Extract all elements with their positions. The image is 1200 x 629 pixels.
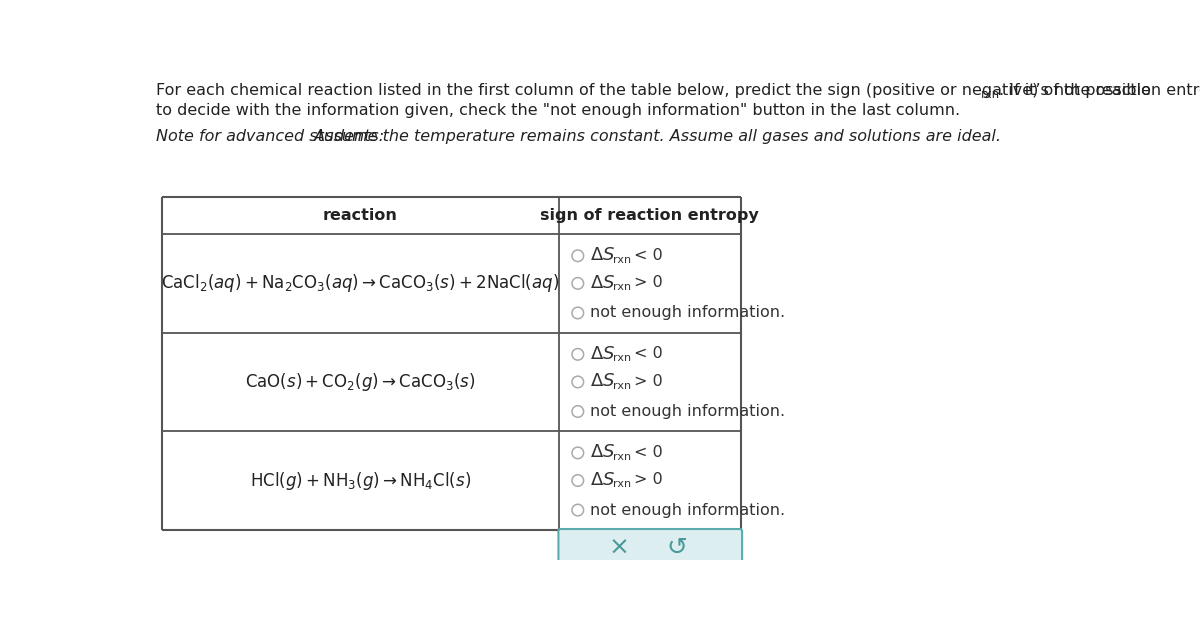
Text: rxn: rxn	[980, 88, 1000, 101]
Text: $\mathrm{CaCl_2}(aq) + \mathrm{Na_2CO_3}(aq) \rightarrow \mathrm{CaCO_3}(s) + \m: $\mathrm{CaCl_2}(aq) + \mathrm{Na_2CO_3}…	[161, 272, 559, 294]
Text: $\Delta S$: $\Delta S$	[590, 372, 616, 390]
Text: $\Delta S$: $\Delta S$	[590, 470, 616, 489]
FancyBboxPatch shape	[558, 529, 742, 567]
Text: rxn: rxn	[613, 255, 631, 265]
Text: . If it’s not possible: . If it’s not possible	[1000, 83, 1151, 98]
Text: ×: ×	[608, 537, 629, 560]
Text: $\Delta S$: $\Delta S$	[590, 274, 616, 292]
Text: < 0: < 0	[635, 248, 664, 262]
Text: not enough information.: not enough information.	[590, 404, 785, 419]
Text: $\Delta S$: $\Delta S$	[590, 246, 616, 264]
Text: not enough information.: not enough information.	[590, 503, 785, 518]
Text: > 0: > 0	[635, 472, 664, 487]
Text: ↺: ↺	[666, 537, 688, 560]
Text: to decide with the information given, check the "not enough information" button : to decide with the information given, ch…	[156, 103, 960, 118]
Text: $\mathrm{CaO}(s) + \mathrm{CO_2}(g) \rightarrow \mathrm{CaCO_3}(s)$: $\mathrm{CaO}(s) + \mathrm{CO_2}(g) \rig…	[245, 371, 475, 393]
Text: rxn: rxn	[613, 381, 631, 391]
Text: < 0: < 0	[635, 445, 664, 460]
Text: not enough information.: not enough information.	[590, 306, 785, 320]
Text: rxn: rxn	[613, 353, 631, 363]
Text: Assume the temperature remains constant. Assume all gases and solutions are idea: Assume the temperature remains constant.…	[308, 130, 1001, 145]
Text: $\mathrm{HCl}(g) + \mathrm{NH_3}(g) \rightarrow \mathrm{NH_4Cl}(s)$: $\mathrm{HCl}(g) + \mathrm{NH_3}(g) \rig…	[250, 469, 470, 491]
Text: rxn: rxn	[613, 282, 631, 292]
Text: > 0: > 0	[635, 374, 664, 389]
Text: $\Delta S$: $\Delta S$	[590, 345, 616, 362]
Text: $\Delta S$: $\Delta S$	[590, 443, 616, 461]
Text: reaction: reaction	[323, 208, 398, 223]
Text: rxn: rxn	[613, 479, 631, 489]
Text: < 0: < 0	[635, 346, 664, 361]
Text: For each chemical reaction listed in the first column of the table below, predic: For each chemical reaction listed in the…	[156, 83, 1200, 98]
Text: > 0: > 0	[635, 275, 664, 290]
Text: sign of reaction entropy: sign of reaction entropy	[540, 208, 760, 223]
Text: rxn: rxn	[613, 452, 631, 462]
Text: Note for advanced students:: Note for advanced students:	[156, 130, 384, 145]
